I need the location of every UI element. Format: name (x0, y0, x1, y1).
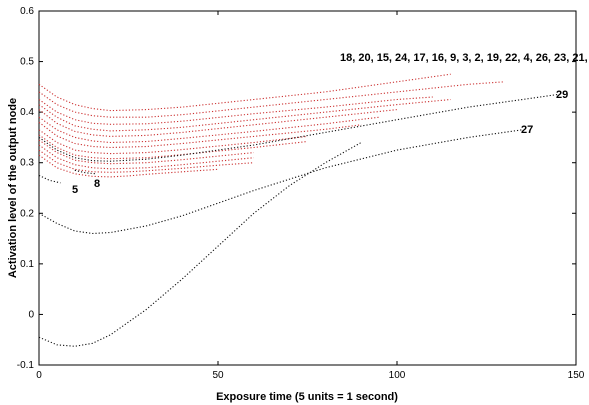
x-tick-label: 150 (568, 370, 585, 381)
x-tick-label: 0 (36, 370, 42, 381)
y-tick-label: 0.3 (20, 158, 34, 169)
annotation-series-list: 18, 20, 15, 24, 17, 16, 9, 3, 2, 19, 22,… (340, 52, 589, 64)
series-line-16 (38, 142, 362, 347)
series-line-10 (38, 139, 254, 165)
y-tick-label: 0.5 (20, 57, 34, 68)
series-line-11 (38, 144, 254, 170)
series-line-4 (38, 98, 451, 132)
series-line-3 (38, 96, 433, 125)
series-line-9 (38, 134, 308, 160)
plot-area (38, 10, 577, 366)
series-line-5 (38, 109, 398, 137)
series-line-18 (74, 169, 97, 175)
x-tick-label: 50 (212, 370, 224, 381)
series-line-8 (38, 129, 308, 155)
y-tick-label: 0 (28, 309, 34, 320)
series-line-13 (38, 154, 219, 178)
series-line-1 (38, 73, 451, 112)
series-line-7 (38, 121, 362, 149)
x-axis-label: Exposure time (5 units = 1 second) (216, 391, 398, 403)
y-tick-label: 0.6 (20, 6, 34, 17)
series-group (38, 73, 559, 347)
series-line-12 (38, 149, 254, 173)
x-tick-label: 100 (389, 370, 406, 381)
y-tick-label: 0.4 (20, 107, 34, 118)
annotation-8: 8 (94, 178, 100, 190)
annotation-27: 27 (521, 124, 533, 136)
y-tick-label: 0.2 (20, 208, 34, 219)
annotation-29: 29 (556, 89, 568, 101)
y-axis-label: Activation level of the output node (7, 98, 19, 278)
series-line-17 (38, 174, 61, 184)
y-tick-label: -0.1 (17, 360, 35, 371)
x-axis-ticks: 0 50 100 150 (36, 11, 585, 381)
annotation-5: 5 (72, 184, 78, 196)
series-line-2 (38, 81, 505, 118)
y-tick-label: 0.1 (20, 259, 34, 270)
